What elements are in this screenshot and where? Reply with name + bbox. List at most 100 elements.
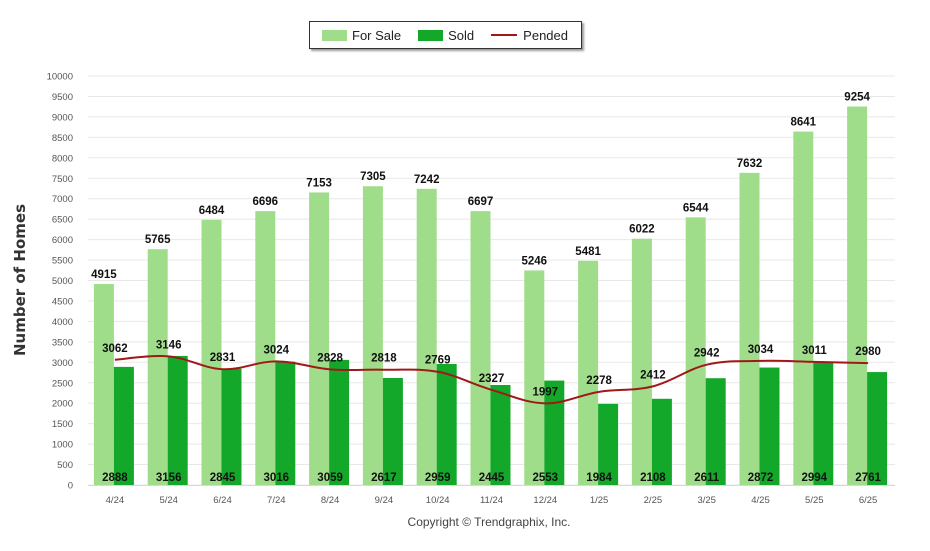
bar-for-sale: [578, 260, 599, 485]
legend-item-pended[interactable]: Pended: [491, 28, 568, 43]
x-tick-label: 8/24: [321, 495, 340, 506]
x-tick-label: 1/25: [590, 495, 609, 506]
label-pended: 2412: [640, 369, 666, 381]
label-pended: 3024: [264, 344, 290, 356]
bar-for-sale: [631, 238, 652, 485]
bar-sold: [544, 380, 565, 485]
data-labels: 4915 3062 2888 5765 3146 3156 6484 2831 2845 6696…: [91, 92, 881, 484]
y-tick-label: 3500: [52, 337, 73, 348]
label-for-sale: 7242: [414, 174, 440, 186]
legend-item-sold[interactable]: Sold: [418, 28, 474, 43]
label-pended: 2769: [425, 355, 451, 367]
x-tick-label: 11/24: [480, 495, 503, 506]
label-pended: 2278: [586, 375, 612, 387]
label-for-sale: 7153: [306, 177, 332, 189]
x-tick-label: 5/24: [159, 495, 178, 506]
x-tick-label: 9/24: [375, 495, 394, 506]
bar-sold: [705, 378, 726, 485]
label-for-sale: 5481: [575, 246, 601, 258]
y-tick-label: 2000: [52, 399, 73, 410]
legend-label: Pended: [523, 27, 568, 43]
bar-for-sale: [739, 172, 760, 485]
label-for-sale: 6484: [199, 205, 225, 217]
x-tick-label: 3/25: [697, 495, 716, 506]
y-tick-label: 5000: [52, 276, 73, 287]
label-for-sale: 9254: [844, 92, 870, 104]
bar-sold: [867, 372, 888, 485]
bars: [93, 106, 888, 486]
bar-sold: [221, 368, 242, 485]
bar-sold: [113, 366, 134, 485]
label-for-sale: 6544: [683, 202, 709, 214]
x-tick-label: 7/24: [267, 495, 286, 506]
bar-sold: [382, 377, 403, 485]
bar-sold: [651, 398, 672, 485]
label-sold: 2108: [640, 472, 666, 484]
y-tick-label: 500: [57, 460, 73, 471]
bar-sold: [598, 403, 619, 485]
bar-for-sale: [470, 211, 491, 485]
label-sold: 2445: [479, 472, 505, 484]
bar-for-sale: [93, 283, 114, 485]
label-sold: 2888: [102, 472, 128, 484]
for-sale-swatch: [322, 29, 347, 41]
y-tick-label: 6000: [52, 235, 73, 246]
label-sold: 3059: [317, 472, 343, 484]
bar-sold: [436, 363, 457, 485]
label-sold: 2761: [855, 472, 881, 484]
y-tick-label: 9000: [52, 112, 73, 123]
label-for-sale: 8641: [791, 117, 817, 129]
y-tick-label: 7500: [52, 174, 73, 185]
label-sold: 2611: [694, 472, 720, 484]
legend-item-for-sale[interactable]: For Sale: [322, 28, 401, 43]
label-sold: 1984: [586, 472, 612, 484]
sold-swatch: [418, 29, 444, 41]
bar-sold: [329, 359, 350, 485]
label-pended: 2942: [694, 348, 720, 360]
label-for-sale: 4915: [91, 269, 117, 281]
bar-for-sale: [309, 192, 330, 485]
label-sold: 2553: [533, 472, 559, 484]
label-for-sale: 5765: [145, 234, 171, 246]
label-for-sale: 5246: [522, 255, 548, 267]
x-tick-label: 6/24: [213, 495, 232, 506]
bar-for-sale: [847, 106, 868, 485]
bar-sold: [275, 361, 296, 485]
label-sold: 2959: [425, 472, 451, 484]
x-tick-label: 10/24: [426, 495, 450, 506]
pended-line-swatch: [491, 34, 518, 36]
label-for-sale: 6022: [629, 224, 655, 236]
x-tick-label: 4/25: [751, 495, 770, 506]
label-sold: 2872: [748, 472, 774, 484]
bar-sold: [490, 384, 511, 485]
y-tick-label: 10000: [47, 72, 73, 83]
label-sold: 3156: [156, 472, 182, 484]
label-pended: 2980: [855, 346, 881, 358]
bar-sold: [759, 367, 780, 485]
bar-for-sale: [362, 186, 383, 485]
label-pended: 3034: [748, 344, 774, 356]
bar-for-sale: [793, 131, 814, 485]
y-tick-label: 5500: [52, 256, 73, 267]
legend-label: Sold: [448, 27, 475, 43]
x-tick-label: 4/24: [106, 495, 125, 506]
bar-for-sale: [201, 219, 222, 486]
y-tick-label: 9500: [52, 92, 73, 103]
label-sold: 2617: [371, 472, 397, 484]
label-pended: 2818: [371, 353, 397, 365]
bar-sold: [167, 355, 188, 485]
label-pended: 3011: [802, 345, 828, 357]
y-tick-label: 3000: [52, 358, 73, 369]
pended-line: [114, 354, 869, 405]
pended-line-path: [114, 354, 869, 405]
y-tick-label: 1000: [52, 440, 73, 451]
bar-sold: [813, 362, 834, 485]
y-axis-label: Number of Homes: [11, 203, 29, 357]
label-pended: 3146: [156, 339, 182, 351]
y-axis-ticks: 0 500 1000 1500 2000 2500 3000 3500 4000 4500 5000…: [47, 72, 73, 492]
label-for-sale: 6697: [468, 196, 494, 208]
y-tick-label: 6500: [52, 215, 73, 226]
x-tick-label: 12/24: [533, 495, 557, 506]
bar-for-sale: [416, 188, 437, 486]
